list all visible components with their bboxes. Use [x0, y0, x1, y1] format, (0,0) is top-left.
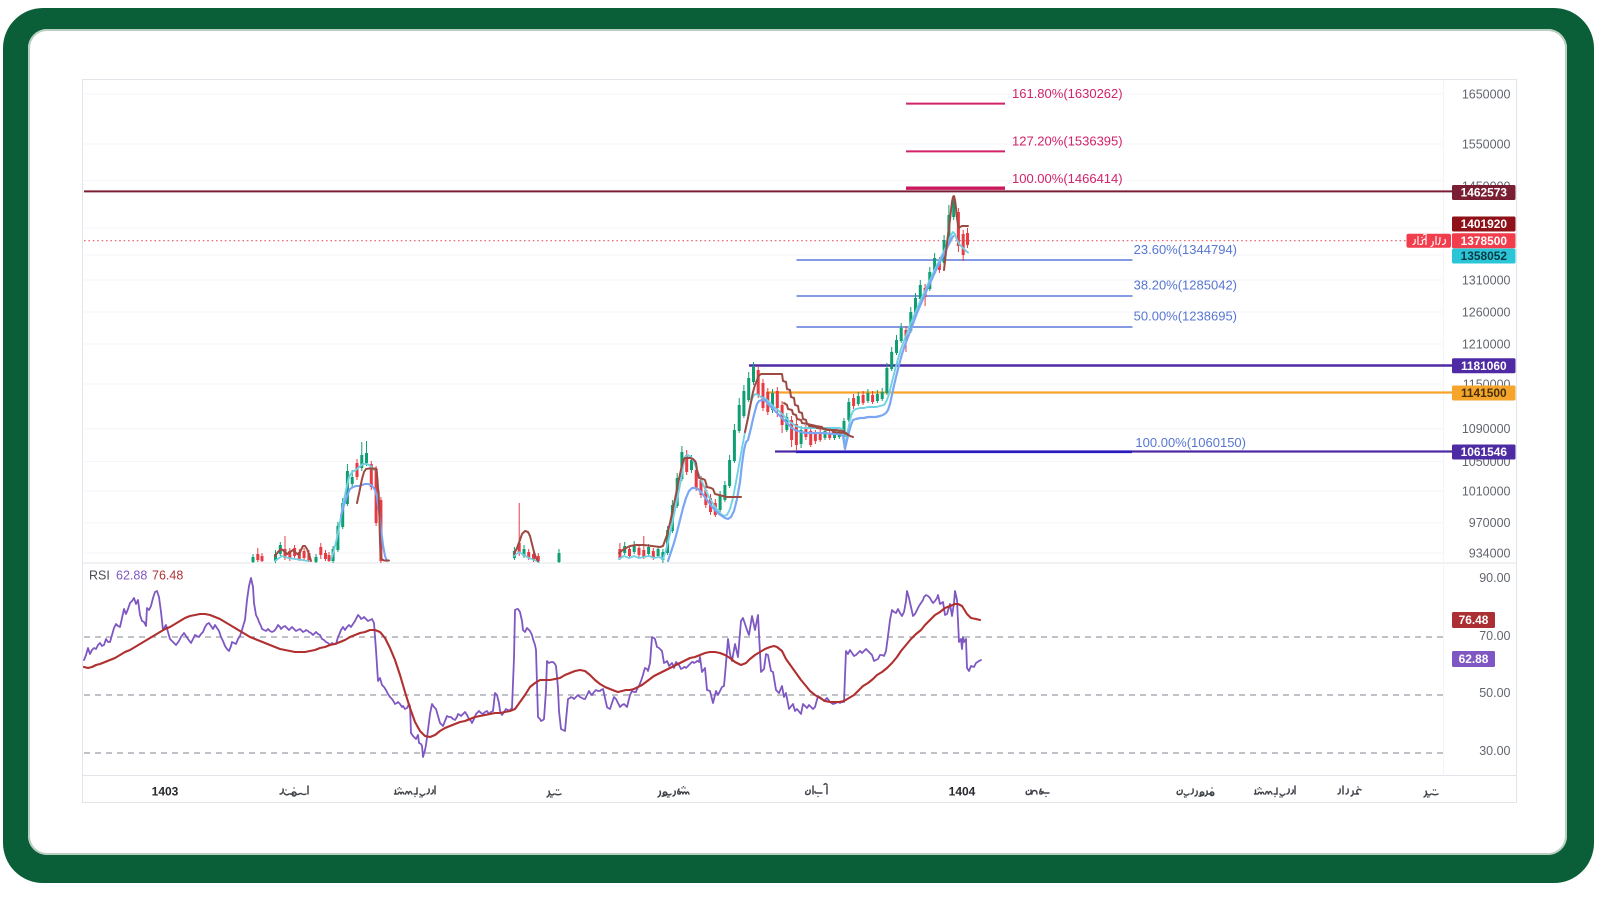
svg-text:1650000: 1650000 — [1462, 87, 1511, 101]
svg-text:1378500: 1378500 — [1461, 234, 1508, 248]
svg-text:1260000: 1260000 — [1462, 305, 1511, 319]
svg-text:23.60%(1344794): 23.60%(1344794) — [1134, 242, 1237, 257]
svg-text:100.00%(1060150): 100.00%(1060150) — [1135, 435, 1246, 450]
svg-text:76.48: 76.48 — [152, 569, 183, 583]
svg-text:1462573: 1462573 — [1461, 186, 1508, 200]
svg-text:30.00: 30.00 — [1479, 744, 1510, 758]
svg-text:934000: 934000 — [1469, 546, 1511, 560]
svg-text:1358052: 1358052 — [1461, 249, 1508, 263]
svg-text:RSI: RSI — [89, 569, 110, 583]
svg-text:76.48: 76.48 — [1459, 613, 1489, 627]
svg-text:970000: 970000 — [1469, 516, 1511, 530]
svg-text:1141500: 1141500 — [1461, 386, 1507, 400]
svg-text:161.80%(1630262): 161.80%(1630262) — [1012, 86, 1123, 101]
svg-text:127.20%(1536395): 127.20%(1536395) — [1012, 134, 1123, 149]
svg-text:1210000: 1210000 — [1462, 337, 1511, 351]
svg-text:1061546: 1061546 — [1461, 445, 1508, 459]
svg-text:1404: 1404 — [949, 785, 976, 799]
svg-text:90.00: 90.00 — [1479, 571, 1510, 585]
svg-text:1550000: 1550000 — [1462, 137, 1511, 151]
svg-text:38.20%(1285042): 38.20%(1285042) — [1134, 278, 1237, 293]
svg-text:100.00%(1466414): 100.00%(1466414) — [1012, 171, 1123, 186]
svg-text:1403: 1403 — [152, 785, 179, 799]
svg-text:50.00: 50.00 — [1479, 686, 1510, 700]
svg-text:1181060: 1181060 — [1461, 359, 1507, 373]
svg-text:62.88: 62.88 — [1459, 652, 1489, 666]
svg-text:62.88: 62.88 — [116, 569, 147, 583]
svg-text:1401920: 1401920 — [1461, 217, 1508, 231]
svg-text:1010000: 1010000 — [1462, 484, 1511, 498]
svg-text:70.00: 70.00 — [1479, 629, 1510, 643]
svg-text:50.00%(1238695): 50.00%(1238695) — [1134, 309, 1237, 324]
svg-text:1310000: 1310000 — [1462, 273, 1511, 287]
svg-text:1090000: 1090000 — [1462, 422, 1511, 436]
